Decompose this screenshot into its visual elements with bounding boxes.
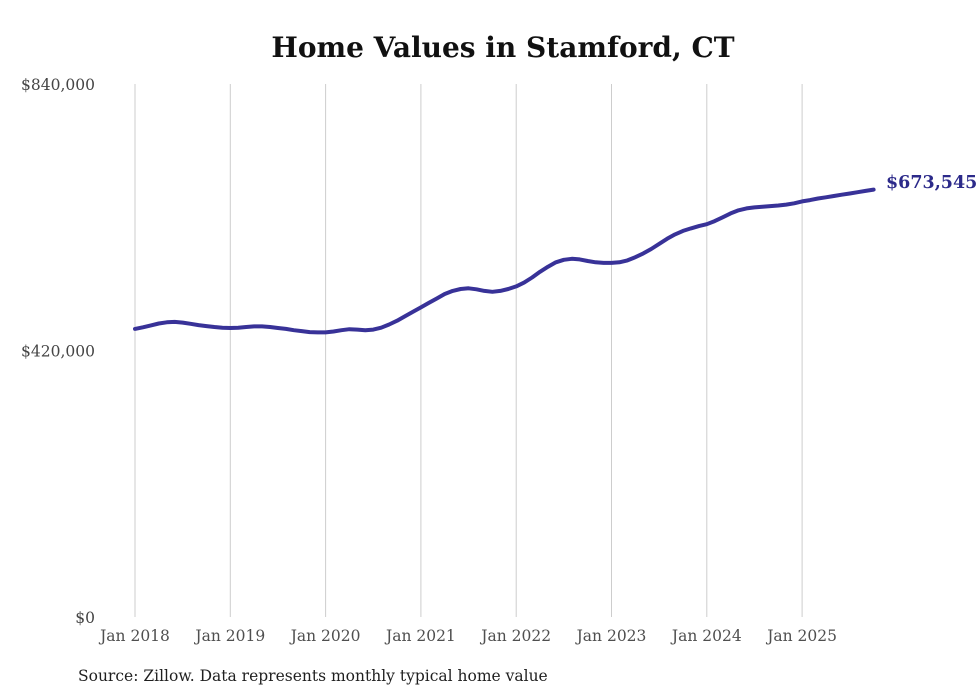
x-tick-label: Jan 2018 — [98, 627, 170, 645]
x-tick-label: Jan 2020 — [289, 627, 361, 645]
source-note: Source: Zillow. Data represents monthly … — [78, 667, 548, 685]
y-tick-label: $840,000 — [21, 76, 95, 94]
x-tick-label: Jan 2019 — [193, 627, 265, 645]
y-tick-label: $0 — [75, 609, 95, 627]
latest-value-label: $673,545 — [886, 173, 978, 193]
x-tick-label: Jan 2022 — [479, 627, 551, 645]
x-tick-label: Jan 2023 — [575, 627, 647, 645]
home-value-line — [133, 187, 876, 335]
y-tick-label: $420,000 — [21, 343, 95, 361]
x-tick-label: Jan 2025 — [765, 627, 837, 645]
chart-title: Home Values in Stamford, CT — [271, 31, 735, 64]
x-tick-label: Jan 2024 — [670, 627, 742, 645]
x-tick-label: Jan 2021 — [384, 627, 456, 645]
